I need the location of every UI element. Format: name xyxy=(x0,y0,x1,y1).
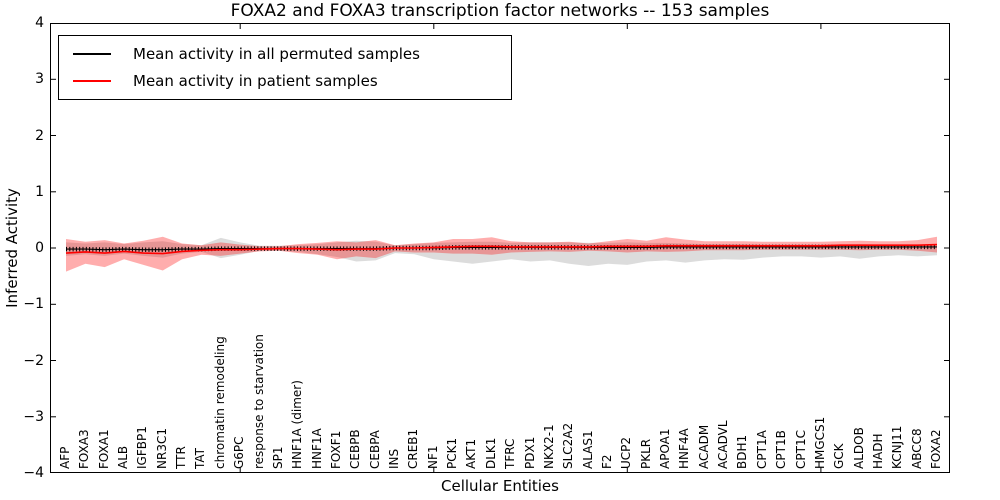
x-category-label: CREB1 xyxy=(406,428,421,469)
x-category-label: response to starvation xyxy=(251,334,266,469)
x-category-label: HMGCS1 xyxy=(812,416,827,469)
x-category-label: HADH xyxy=(870,433,885,470)
x-category-label: ABCC8 xyxy=(909,428,924,469)
x-category-label: FOXA3 xyxy=(77,429,92,469)
x-category-label: ALAS1 xyxy=(580,430,595,469)
x-category-label: PKLR xyxy=(638,438,653,469)
y-tick-label: 2 xyxy=(35,127,44,144)
x-category-label: ALB xyxy=(116,445,131,469)
axes-spines xyxy=(50,23,950,473)
x-category-label: TAT xyxy=(193,447,208,469)
x-category-label: KCNJ11 xyxy=(890,425,905,469)
x-category-label: UCP2 xyxy=(619,436,634,469)
x-category-label: INS xyxy=(387,448,402,469)
y-tick-label: −2 xyxy=(23,352,44,369)
y-tick-label: 0 xyxy=(35,240,44,256)
y-tick-label: 3 xyxy=(35,71,44,88)
y-tick-label: −3 xyxy=(23,408,44,425)
x-category-label: ACADM xyxy=(696,424,711,469)
x-category-label: DLK1 xyxy=(483,437,498,469)
permuted-std-band xyxy=(66,237,937,266)
x-category-label: FOXF1 xyxy=(328,430,343,469)
x-category-label: CPT1A xyxy=(754,430,769,469)
x-category-label: PDX1 xyxy=(522,436,537,469)
x-category-label: GCK xyxy=(832,443,847,469)
x-category-label: HNF1A (dimer) xyxy=(290,380,305,469)
x-category-label: IGFBP1 xyxy=(135,426,150,469)
y-tick-label: −4 xyxy=(23,465,44,481)
chart-title: FOXA2 and FOXA3 transcription factor net… xyxy=(230,1,770,21)
x-category-label: AFP xyxy=(58,446,72,469)
x-category-label: CEBPA xyxy=(367,430,382,469)
x-category-label: AKT1 xyxy=(464,438,479,469)
x-category-label: NF1 xyxy=(425,445,440,469)
legend-entry-permuted: Mean activity in all permuted samples xyxy=(59,45,511,63)
legend-entry-patient: Mean activity in patient samples xyxy=(59,72,511,90)
plot-area xyxy=(50,23,950,473)
x-category-label: ACADVL xyxy=(716,420,731,469)
legend: Mean activity in all permuted samples Me… xyxy=(58,35,512,100)
x-axis-label: Cellular Entities xyxy=(441,477,559,495)
patient-line-swatch xyxy=(73,80,111,82)
x-category-label: FOXA1 xyxy=(96,429,111,469)
legend-label-patient: Mean activity in patient samples xyxy=(133,72,378,90)
x-category-label: HNF1A xyxy=(309,428,324,469)
x-category-label: PCK1 xyxy=(445,437,460,469)
x-category-label: NR3C1 xyxy=(154,428,169,469)
x-category-label: APOA1 xyxy=(658,428,673,469)
x-category-label: HNF4A xyxy=(677,428,692,469)
y-tick-label: 4 xyxy=(35,15,44,31)
legend-label-permuted: Mean activity in all permuted samples xyxy=(133,45,420,63)
x-category-label: TFRC xyxy=(503,438,518,469)
x-category-label: TTR xyxy=(174,446,189,469)
x-category-label: F2 xyxy=(599,454,614,469)
x-category-label: CPT1B xyxy=(774,430,789,469)
x-category-label: SP1 xyxy=(270,446,285,470)
x-category-label: G6PC xyxy=(232,436,247,469)
x-category-label: CPT1C xyxy=(793,430,808,469)
patient-mean-line xyxy=(65,243,938,255)
x-category-label: chromatin remodeling xyxy=(212,336,227,469)
x-category-label: ALDOB xyxy=(851,427,866,469)
x-category-label: CEBPB xyxy=(348,429,363,469)
y-tick-label: 1 xyxy=(35,183,44,200)
y-tick-label: −1 xyxy=(23,296,44,313)
x-category-label: FOXA2 xyxy=(929,429,943,469)
permuted-line-swatch xyxy=(73,53,111,55)
x-category-label: NKX2-1 xyxy=(541,424,556,469)
x-category-label: BDH1 xyxy=(735,434,750,469)
x-category-label: SLC2A2 xyxy=(561,422,576,469)
